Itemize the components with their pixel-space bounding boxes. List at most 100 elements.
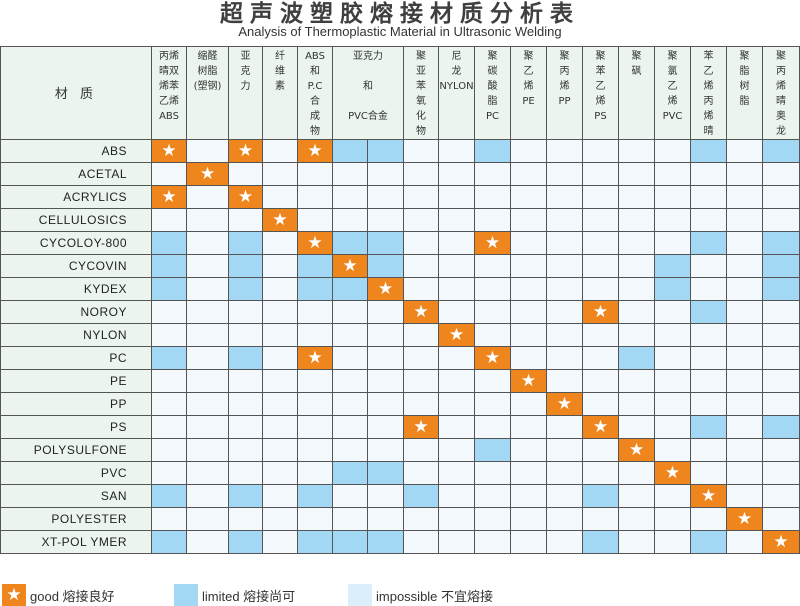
impossible-cell bbox=[546, 231, 583, 255]
legend-good: ★ good 熔接良好 bbox=[2, 584, 115, 606]
impossible-cell bbox=[367, 162, 404, 186]
limited-cell bbox=[228, 254, 263, 278]
good-cell-star-icon: ★ bbox=[438, 323, 475, 347]
page-title: 超声波塑胶熔接材质分析表 bbox=[220, 1, 580, 27]
column-header: 聚 脂 树 脂 bbox=[726, 46, 763, 140]
impossible-cell bbox=[186, 231, 229, 255]
impossible-cell bbox=[474, 323, 511, 347]
impossible-cell bbox=[367, 300, 404, 324]
row-label: PS bbox=[0, 415, 152, 439]
impossible-cell bbox=[618, 162, 655, 186]
column-header: ABS 和 P.C 合 成 物 bbox=[297, 46, 333, 140]
impossible-cell bbox=[726, 277, 763, 301]
limited-cell bbox=[151, 231, 187, 255]
limited-cell bbox=[297, 254, 333, 278]
limited-cell bbox=[151, 254, 187, 278]
column-header: 聚 丙 烯 PP bbox=[546, 46, 583, 140]
impossible-cell bbox=[228, 507, 263, 531]
impossible-cell bbox=[618, 254, 655, 278]
impossible-cell bbox=[654, 369, 691, 393]
impossible-cell bbox=[654, 162, 691, 186]
impossible-cell bbox=[690, 208, 727, 232]
impossible-cell bbox=[618, 461, 655, 485]
impossible-cell bbox=[403, 438, 439, 462]
good-cell-star-icon: ★ bbox=[618, 438, 655, 462]
limited-swatch bbox=[174, 584, 198, 606]
impossible-cell bbox=[186, 208, 229, 232]
impossible-cell bbox=[151, 415, 187, 439]
impossible-cell bbox=[262, 185, 298, 209]
limited-cell bbox=[228, 484, 263, 508]
limited-cell bbox=[690, 231, 727, 255]
impossible-cell bbox=[403, 139, 439, 163]
impossible-cell bbox=[546, 254, 583, 278]
impossible-cell bbox=[762, 369, 800, 393]
impossible-cell bbox=[262, 231, 298, 255]
impossible-cell bbox=[151, 369, 187, 393]
impossible-cell bbox=[582, 139, 619, 163]
impossible-cell bbox=[332, 507, 368, 531]
good-cell-star-icon: ★ bbox=[297, 139, 333, 163]
impossible-cell bbox=[546, 438, 583, 462]
limited-cell bbox=[762, 277, 800, 301]
good-cell-star-icon: ★ bbox=[654, 461, 691, 485]
row-label: ACRYLICS bbox=[0, 185, 152, 209]
good-cell-star-icon: ★ bbox=[151, 185, 187, 209]
impossible-cell bbox=[332, 208, 368, 232]
impossible-cell bbox=[403, 461, 439, 485]
impossible-cell bbox=[438, 139, 475, 163]
table-row: POLYESTER ★ bbox=[0, 507, 800, 531]
impossible-cell bbox=[262, 300, 298, 324]
column-header: 聚 碳 酸 脂 PC bbox=[474, 46, 511, 140]
impossible-cell bbox=[262, 346, 298, 370]
limited-cell bbox=[690, 415, 727, 439]
impossible-cell bbox=[186, 185, 229, 209]
impossible-cell bbox=[654, 323, 691, 347]
impossible-cell bbox=[438, 208, 475, 232]
limited-cell bbox=[151, 484, 187, 508]
impossible-cell bbox=[762, 208, 800, 232]
impossible-cell bbox=[297, 323, 333, 347]
limited-cell bbox=[474, 139, 511, 163]
impossible-cell bbox=[762, 185, 800, 209]
impossible-cell bbox=[510, 323, 547, 347]
impossible-cell bbox=[367, 208, 404, 232]
impossible-cell bbox=[762, 461, 800, 485]
impossible-cell bbox=[228, 438, 263, 462]
limited-cell bbox=[367, 461, 404, 485]
impossible-cell bbox=[726, 231, 763, 255]
impossible-cell bbox=[654, 231, 691, 255]
impossible-cell bbox=[186, 507, 229, 531]
impossible-cell bbox=[367, 185, 404, 209]
impossible-cell bbox=[582, 392, 619, 416]
impossible-cell bbox=[367, 346, 404, 370]
impossible-cell bbox=[582, 208, 619, 232]
impossible-cell bbox=[332, 323, 368, 347]
column-header: 苯 乙 烯 丙 烯 晴 bbox=[690, 46, 727, 140]
impossible-cell bbox=[262, 369, 298, 393]
impossible-cell bbox=[582, 369, 619, 393]
column-header: 聚 乙 烯 PE bbox=[510, 46, 547, 140]
impossible-cell bbox=[510, 139, 547, 163]
impossible-cell bbox=[546, 323, 583, 347]
row-label: POLYSULFONE bbox=[0, 438, 152, 462]
impossible-cell bbox=[186, 438, 229, 462]
impossible-cell bbox=[186, 277, 229, 301]
row-label: KYDEX bbox=[0, 277, 152, 301]
impossible-cell bbox=[474, 415, 511, 439]
legend: ★ good 熔接良好 limited 熔接尚可 impossible 不宜熔接 bbox=[0, 582, 800, 606]
good-cell-star-icon: ★ bbox=[474, 231, 511, 255]
table-row: XT-POL YMER ★ bbox=[0, 530, 800, 554]
column-header: 聚 丙 烯 晴 奥 龙 bbox=[762, 46, 800, 140]
good-cell-star-icon: ★ bbox=[403, 300, 439, 324]
table-row: PP ★ bbox=[0, 392, 800, 416]
impossible-cell bbox=[262, 415, 298, 439]
impossible-cell bbox=[438, 185, 475, 209]
impossible-cell bbox=[690, 162, 727, 186]
impossible-cell bbox=[654, 208, 691, 232]
impossible-cell bbox=[582, 346, 619, 370]
impossible-cell bbox=[151, 162, 187, 186]
table-row: CELLULOSICS ★ bbox=[0, 208, 800, 232]
impossible-cell bbox=[151, 507, 187, 531]
